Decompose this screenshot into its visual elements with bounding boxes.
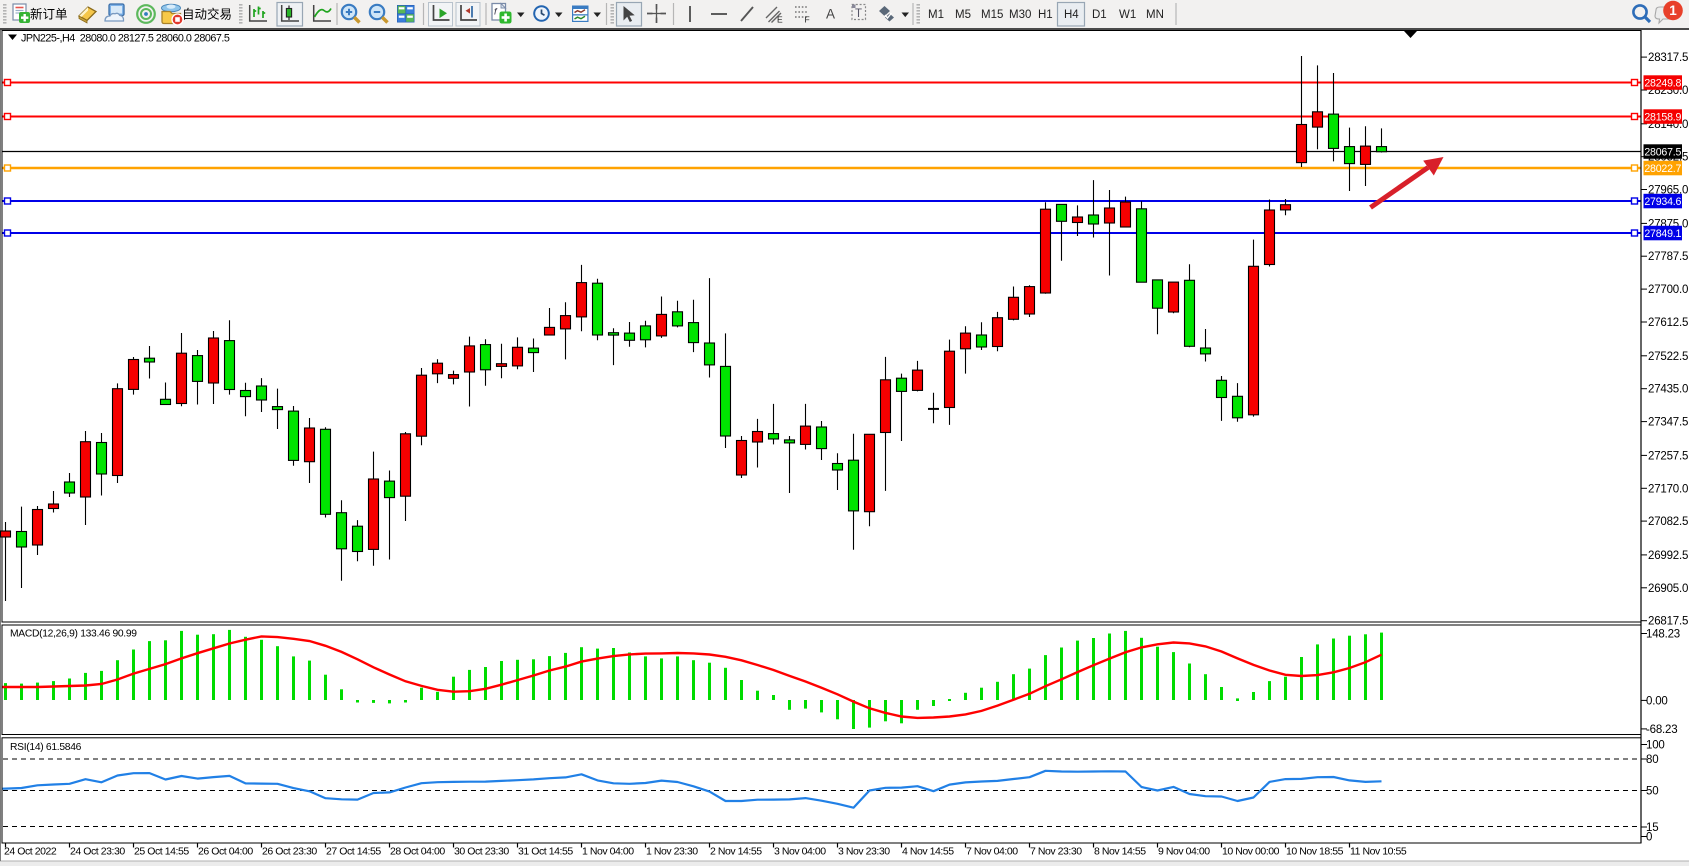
svg-text:28067.5: 28067.5 [1644,146,1681,158]
svg-text:27347.5: 27347.5 [1648,417,1688,429]
svg-text:MACD(12,26,9) 133.46 90.99: MACD(12,26,9) 133.46 90.99 [10,629,137,640]
svg-text:27522.5: 27522.5 [1648,351,1688,363]
svg-text:28158.9: 28158.9 [1644,111,1681,123]
svg-text:148.23: 148.23 [1646,629,1680,641]
svg-text:1 Nov 23:30: 1 Nov 23:30 [646,846,698,858]
svg-text:7 Nov 23:30: 7 Nov 23:30 [1030,846,1082,858]
svg-text:26817.5: 26817.5 [1648,616,1688,628]
svg-text:8 Nov 14:55: 8 Nov 14:55 [1094,846,1146,858]
svg-text:JPN225-,H4 28080.0 28127.5 28: JPN225-,H4 28080.0 28127.5 28060.0 28067… [21,32,230,44]
svg-text:26 Oct 23:30: 26 Oct 23:30 [262,846,317,858]
svg-text:0.00: 0.00 [1646,695,1668,707]
svg-text:27435.0: 27435.0 [1648,384,1688,396]
svg-text:24 Oct 23:30: 24 Oct 23:30 [70,846,125,858]
svg-text:27934.6: 27934.6 [1644,196,1681,208]
svg-text:27849.1: 27849.1 [1644,228,1681,240]
svg-text:10 Nov 00:00: 10 Nov 00:00 [1222,846,1280,858]
svg-text:F: F [805,15,810,25]
svg-text:11 Nov 10:55: 11 Nov 10:55 [1350,846,1407,858]
svg-text:T: T [855,8,862,20]
svg-text:27170.0: 27170.0 [1648,483,1688,495]
svg-text:27612.5: 27612.5 [1648,317,1688,329]
svg-text:RSI(14) 61.5846: RSI(14) 61.5846 [10,742,82,753]
svg-text:自动交易: 自动交易 [182,7,232,22]
svg-text:50: 50 [1646,786,1658,798]
svg-text:28317.5: 28317.5 [1648,52,1688,64]
svg-text:H4: H4 [1064,9,1079,21]
svg-text:3 Nov 23:30: 3 Nov 23:30 [838,846,890,858]
svg-text:80: 80 [1646,754,1658,766]
svg-text:4 Nov 14:55: 4 Nov 14:55 [902,846,954,858]
svg-text:1: 1 [1669,3,1677,18]
svg-text:15: 15 [1646,822,1658,834]
svg-text:31 Oct 14:55: 31 Oct 14:55 [518,846,573,858]
svg-text:D1: D1 [1092,9,1107,21]
svg-text:M1: M1 [928,9,944,21]
svg-text:26 Oct 04:00: 26 Oct 04:00 [198,846,253,858]
svg-text:100: 100 [1646,740,1665,752]
svg-text:1 Nov 04:00: 1 Nov 04:00 [582,846,634,858]
svg-text:10 Nov 18:55: 10 Nov 18:55 [1286,846,1344,858]
svg-text:M30: M30 [1009,9,1031,21]
svg-text:27082.5: 27082.5 [1648,516,1688,528]
svg-text:MN: MN [1146,9,1164,21]
svg-text:27700.0: 27700.0 [1648,284,1688,296]
svg-text:9 Nov 04:00: 9 Nov 04:00 [1158,846,1210,858]
svg-text:27 Oct 14:55: 27 Oct 14:55 [326,846,381,858]
svg-text:7 Nov 04:00: 7 Nov 04:00 [966,846,1018,858]
svg-text:28249.8: 28249.8 [1644,77,1681,89]
svg-text:27965.0: 27965.0 [1648,185,1688,197]
svg-text:M5: M5 [955,9,971,21]
svg-text:f: f [494,7,498,18]
svg-text:3 Nov 04:00: 3 Nov 04:00 [774,846,826,858]
svg-text:H1: H1 [1038,9,1053,21]
svg-text:28022.7: 28022.7 [1644,163,1681,175]
svg-text:27787.5: 27787.5 [1648,251,1688,263]
svg-text:26905.0: 26905.0 [1648,583,1688,595]
svg-text:26992.5: 26992.5 [1648,550,1688,562]
svg-text:2 Nov 14:55: 2 Nov 14:55 [710,846,762,858]
svg-text:E: E [777,15,783,25]
svg-text:30 Oct 23:30: 30 Oct 23:30 [454,846,509,858]
svg-text:W1: W1 [1119,9,1136,21]
svg-text:0: 0 [1646,832,1652,844]
svg-text:24 Oct 2022: 24 Oct 2022 [4,846,57,858]
svg-text:A: A [826,7,835,22]
svg-text:-68.23: -68.23 [1646,724,1677,736]
svg-text:M15: M15 [981,9,1003,21]
svg-text:27257.5: 27257.5 [1648,450,1688,462]
svg-text:25 Oct 14:55: 25 Oct 14:55 [134,846,189,858]
svg-text:新订单: 新订单 [30,7,68,22]
svg-text:28 Oct 04:00: 28 Oct 04:00 [390,846,445,858]
